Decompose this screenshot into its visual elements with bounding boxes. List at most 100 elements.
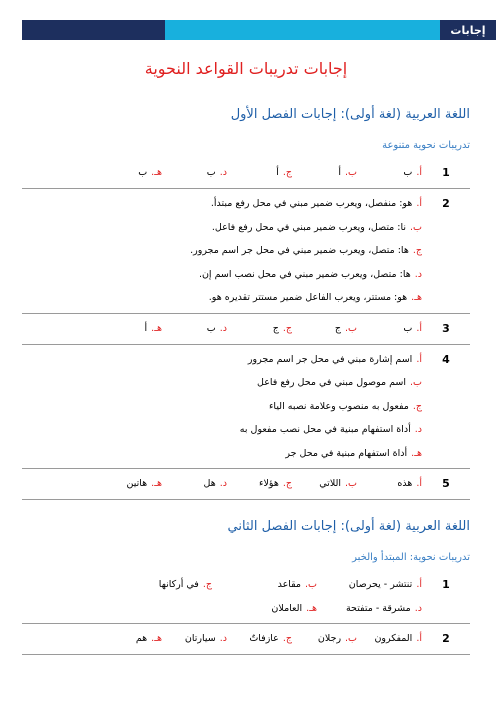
answer-item: د.ب (162, 161, 227, 185)
top-bar: إجابات (22, 20, 496, 40)
bar-middle (165, 20, 440, 40)
answer-item: ج.في أركانها (107, 573, 212, 597)
answer-row: 4 أ.اسم إشارة مبني في محل جر اسم مجرور ب.ا… (22, 345, 470, 469)
answer-item: ج.ها: متصل، ويعرب ضمير مبني في محل جر اس… (190, 239, 422, 263)
answer-text: هو: منفصل، ويعرب ضمير مبني في محل رفع مب… (210, 198, 413, 209)
answer-item: ج.عازفاتٌ (227, 627, 292, 651)
answer-letter: ب. (345, 322, 357, 334)
answer-letter: هـ. (411, 292, 422, 303)
answer-line: ج.ها: متصل، ويعرب ضمير مبني في محل جر اس… (22, 239, 422, 263)
answer-text: هؤلاء (259, 478, 279, 489)
answer-item: هـ.هاتين (97, 472, 162, 496)
answer-item: هـ.أ (97, 317, 162, 341)
answer-text: في أركانها (158, 579, 199, 590)
answer-line: هـ.هو: مستتر، ويعرب الفاعل ضمير مستتر تق… (22, 286, 422, 310)
answer-letter: هـ. (306, 602, 317, 614)
answer-letter: أ. (416, 353, 422, 365)
answer-item: ب.اللاتي (292, 472, 357, 496)
answer-letter: ج. (412, 400, 422, 412)
row-number: 5 (442, 477, 450, 490)
answer-item: ج.مفعول به منصوب وعلامة نصبه الياء (269, 395, 422, 419)
answer-item: ج.هؤلاء (227, 472, 292, 496)
answer-item: د.مشرقة - متفتحة (317, 597, 422, 621)
answer-letter: ب. (305, 579, 317, 590)
section-heading: اللغة العربية (لغة أولى): إجابات الفصل ا… (227, 519, 470, 534)
answer-letter: ب. (410, 221, 422, 233)
answer-letter: أ. (416, 633, 422, 644)
answer-text: اللاتي (319, 478, 342, 489)
answer-item: ب.ج (292, 317, 357, 341)
answer-item: هـ.ب (97, 161, 162, 185)
answer-line: د.ها: متصل، ويعرب ضمير مبني في محل نصب ا… (22, 263, 422, 287)
answer-row: 5 أ.هذه ب.اللاتي ج.هؤلاء د.هل هـ.هاتين (22, 469, 470, 500)
answer-line: أ.ب ب.أ ج.أ د.ب هـ.ب (22, 161, 422, 185)
answer-line: أ.هذه ب.اللاتي ج.هؤلاء د.هل هـ.هاتين (22, 472, 422, 496)
answer-text: أ (338, 167, 342, 178)
answer-item: ب.مقاعد (212, 573, 317, 597)
answer-letter: ب. (410, 377, 422, 388)
answer-letter: د. (219, 478, 227, 489)
answer-letter: ج. (282, 633, 292, 644)
answer-item: د.ب (162, 317, 227, 341)
answer-item: د.أداة استفهام مبنية في محل نصب مفعول به (240, 418, 422, 442)
page-title: إجابات تدريبات القواعد النحوية (144, 59, 348, 78)
row-lines: أ.هو: منفصل، ويعرب ضمير مبني في محل رفع … (22, 192, 422, 310)
row-lines: أ.المفكرون ب.رجلان ج.عازفاتٌ د.سيارتان هـ.هم (22, 627, 422, 651)
answer-line: د.أداة استفهام مبنية في محل نصب مفعول به (22, 418, 422, 442)
answer-item: هـ.هو: مستتر، ويعرب الفاعل ضمير مستتر تق… (209, 286, 422, 310)
row-number: 2 (442, 197, 450, 210)
answer-text: اسم إشارة مبني في محل جر اسم مجرور (247, 353, 413, 365)
bar-left (22, 20, 165, 40)
row-lines: أ.اسم إشارة مبني في محل جر اسم مجرور ب.اس… (22, 348, 422, 466)
section-heading: اللغة العربية (لغة أولى): إجابات الفصل ا… (230, 107, 470, 122)
answer-letter: ج. (282, 478, 292, 489)
answer-line: أ.ب ب.ج ج.ج د.ب هـ.أ (22, 317, 422, 341)
answer-letter: ب. (345, 167, 357, 178)
answer-text: عازفاتٌ (249, 633, 279, 644)
answer-letter: هـ. (151, 478, 162, 489)
answer-letter: هـ. (151, 167, 162, 178)
answer-item: أ.هو: منفصل، ويعرب ضمير مبني في محل رفع … (211, 192, 422, 216)
answer-letter: هـ. (411, 447, 422, 459)
answer-line: ب.اسم موصول مبني في محل رفع فاعل (22, 371, 422, 395)
answer-item: ب.أ (292, 161, 357, 185)
answer-letter: أ. (416, 167, 422, 178)
answer-item: ب.نا: متصل، ويعرب ضمير مبني في محل رفع ف… (212, 216, 422, 240)
answer-line: أ.تنتشر - يحرصان ب.مقاعد ج.في أركانها (22, 573, 422, 597)
answer-line: أ.اسم إشارة مبني في محل جر اسم مجرور (22, 348, 422, 372)
answer-letter: هـ. (151, 633, 162, 644)
answer-row: 1 أ.ب ب.أ ج.أ د.ب هـ.ب (22, 158, 470, 189)
answer-item: أ.المفكرون (357, 627, 422, 651)
answer-item: هـ.هم (97, 627, 162, 651)
answer-item: ب.رجلان (292, 627, 357, 651)
answer-item: أ.تنتشر - يحرصان (317, 573, 422, 597)
answer-text: العاملان (271, 602, 303, 614)
section: اللغة العربية (لغة أولى): إجابات الفصل ا… (22, 104, 470, 500)
answer-text: تنتشر - يحرصان (348, 579, 413, 590)
answer-item: ب.اسم موصول مبني في محل رفع فاعل (257, 371, 422, 395)
answer-item: هـ.أداة استفهام مبنية في محل جر (285, 442, 422, 466)
row-lines: أ.ب ب.أ ج.أ د.ب هـ.ب (22, 161, 422, 185)
answer-text: ج (272, 322, 279, 334)
answer-line: أ.المفكرون ب.رجلان ج.عازفاتٌ د.سيارتان هـ.هم (22, 627, 422, 651)
answer-text: مفعول به منصوب وعلامة نصبه الياء (268, 400, 409, 412)
answer-text: ها: متصل، ويعرب ضمير مبني في محل جر اسم … (190, 245, 409, 256)
answer-row: 3 أ.ب ب.ج ج.ج د.ب هـ.أ (22, 314, 470, 345)
answer-text: هو: مستتر، ويعرب الفاعل ضمير مستتر تقدير… (208, 292, 408, 303)
answer-item: د.ها: متصل، ويعرب ضمير مبني في محل نصب ا… (199, 263, 422, 287)
answer-text: نا: متصل، ويعرب ضمير مبني في محل رفع فاع… (211, 221, 407, 233)
row-number: 1 (442, 166, 450, 179)
answer-text: أ (276, 167, 279, 178)
answer-item: ج.ج (227, 317, 292, 341)
answer-item: أ.هذه (357, 472, 422, 496)
answer-text: سيارتان (184, 633, 216, 644)
answer-text: المفكرون (374, 633, 413, 644)
answer-text: ب (138, 167, 148, 178)
answer-text: ب (206, 322, 216, 334)
sections: اللغة العربية (لغة أولى): إجابات الفصل ا… (22, 104, 470, 655)
answer-letter: أ. (416, 478, 422, 489)
answer-letter: هـ. (151, 322, 162, 334)
answer-item: أ.ب (357, 161, 422, 185)
answer-letter: د. (219, 322, 227, 334)
